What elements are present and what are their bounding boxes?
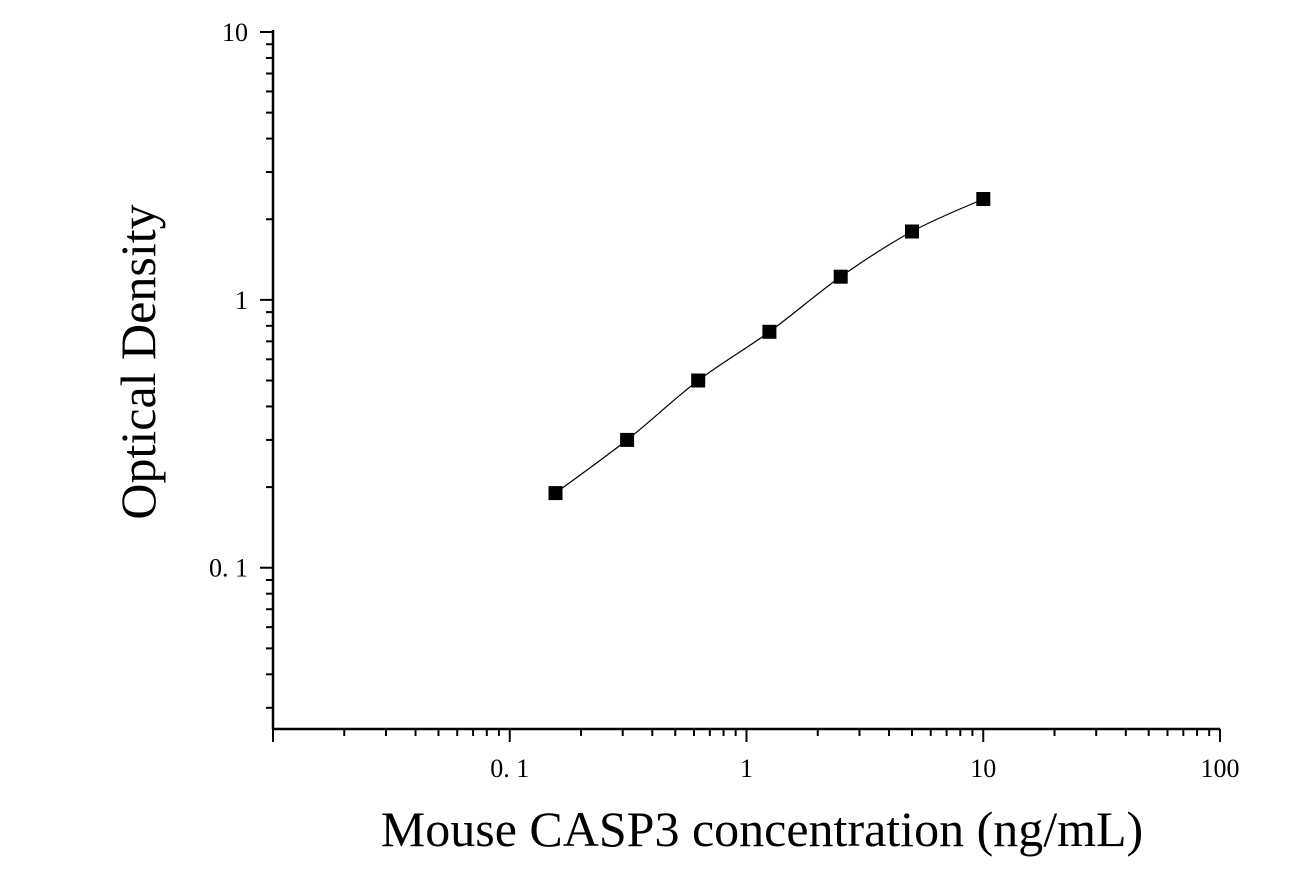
data-point — [620, 432, 635, 447]
data-point — [691, 373, 706, 388]
y-tick-label: 1 — [235, 286, 248, 315]
x-axis-title: Mouse CASP3 concentration (ng/mL) — [381, 801, 1143, 857]
y-tick-label: 10 — [222, 18, 248, 47]
tick-labels: 0. 1 1 10 100 0. 1 1 10 — [209, 18, 1240, 783]
x-tick-label: 0. 1 — [490, 754, 529, 783]
x-tick-label: 1 — [740, 754, 753, 783]
x-tick-label: 100 — [1201, 754, 1240, 783]
data-point — [905, 224, 919, 239]
data-point — [762, 324, 777, 339]
y-tick-label: 0. 1 — [209, 554, 248, 583]
data-point — [833, 269, 848, 284]
data-points — [548, 192, 991, 501]
axis-ticks — [260, 31, 1221, 742]
x-tick-label: 10 — [970, 754, 996, 783]
axes — [271, 30, 1220, 731]
data-point — [548, 486, 563, 501]
data-point — [976, 192, 991, 206]
y-axis-title: Optical Density — [110, 204, 166, 519]
fit-curve — [555, 198, 984, 494]
